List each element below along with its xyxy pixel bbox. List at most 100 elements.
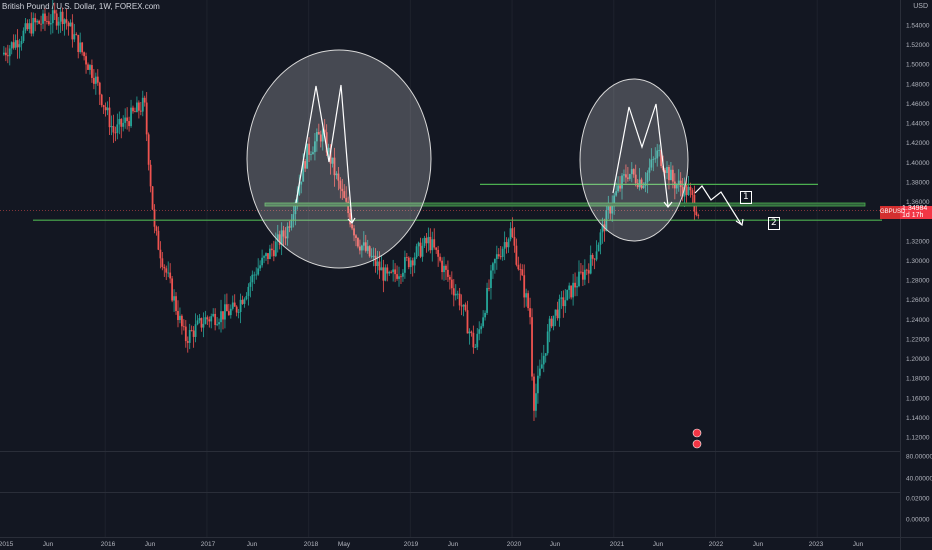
candle-body [292, 214, 295, 221]
candle-body [433, 239, 436, 248]
indicator-tick-label: 80.00000 [906, 454, 932, 461]
candle-body [216, 324, 219, 326]
candle-body [552, 315, 555, 327]
candle-body [370, 255, 373, 257]
x-tick-label: 2018 [304, 541, 319, 548]
candle-body [147, 134, 150, 165]
candle-body [143, 97, 146, 103]
candle-body [405, 257, 408, 258]
candle-body [243, 299, 246, 304]
candle-body [333, 157, 336, 176]
candle-body [69, 22, 72, 27]
candle-body [466, 310, 469, 334]
y-tick-label: 1.16000 [906, 395, 930, 402]
candle-body [617, 185, 619, 192]
candle-body [225, 304, 228, 312]
candle-body [192, 330, 195, 337]
candle-body [137, 102, 140, 111]
candle-body [570, 285, 573, 298]
candle-body [521, 269, 524, 276]
candle-body [331, 157, 334, 164]
candle-body [272, 250, 275, 257]
candle-body [666, 166, 668, 174]
candle-body [529, 308, 531, 318]
candle-body [562, 297, 565, 307]
candle-body [566, 289, 569, 301]
candle-body [124, 117, 127, 123]
candle-body [646, 172, 649, 183]
candle-body [626, 177, 629, 179]
candle-body [85, 56, 87, 65]
symbol-tag: GBPUSD [880, 206, 905, 219]
candle-body [153, 209, 156, 227]
candle-body [515, 245, 518, 265]
candle-body [695, 211, 698, 216]
x-tick-label: 2017 [201, 541, 216, 548]
candle-body [61, 11, 64, 25]
candle-body [325, 132, 328, 153]
candle-body [419, 242, 422, 257]
candle-body [229, 308, 232, 316]
candle-body [396, 274, 398, 279]
candle-body [628, 173, 631, 179]
candle-body [128, 121, 130, 127]
candle-body [495, 254, 498, 260]
candle-body [507, 239, 510, 248]
candle-body [554, 309, 557, 316]
candle-body [30, 23, 33, 34]
y-tick-label: 1.18000 [906, 376, 930, 383]
candle-body [49, 23, 52, 25]
candle-body [265, 253, 267, 257]
arrow-head-left [347, 217, 356, 224]
candle-body [298, 184, 301, 195]
candle-body [345, 197, 348, 202]
candle-body [339, 180, 342, 189]
candle-body [677, 180, 680, 185]
candle-body [478, 329, 481, 334]
candle-body [591, 254, 594, 259]
x-tick-label: Jun [145, 541, 156, 548]
candle-body [689, 186, 692, 191]
projected-path [694, 185, 742, 225]
x-tick-label: 2021 [610, 541, 625, 548]
indicator-tick-label: 0.00000 [906, 517, 930, 524]
candle-body [106, 107, 109, 111]
candle-body [94, 76, 97, 84]
candle-body [249, 282, 252, 287]
indicator-tick-label: 40.00000 [906, 476, 932, 483]
candle-body [441, 260, 443, 273]
x-tick-label: Jun [247, 541, 258, 548]
candle-body [263, 256, 265, 258]
candle-body [380, 267, 383, 271]
y-tick-label: 1.44000 [906, 121, 930, 128]
candle-body [63, 19, 66, 25]
candle-body [671, 169, 674, 182]
candle-body [75, 34, 78, 36]
candle-body [34, 17, 37, 23]
candle-body [488, 287, 490, 289]
candle-body [687, 186, 690, 195]
candle-body [102, 105, 105, 107]
candle-body [112, 126, 115, 133]
candle-body [384, 267, 387, 281]
candle-body [625, 174, 627, 178]
candle-body [437, 249, 440, 257]
candle-body [3, 52, 5, 55]
x-tick-label: Jun [853, 541, 864, 548]
candle-body [462, 304, 465, 307]
candle-body [413, 257, 416, 266]
candle-body [535, 393, 537, 411]
candle-body [18, 44, 21, 48]
candle-body [470, 331, 473, 333]
x-tick-label: May [338, 541, 351, 548]
candle-body [149, 164, 152, 187]
candle-body [118, 118, 121, 125]
candle-body [658, 150, 661, 151]
candle-body [46, 21, 48, 22]
current-price-tag: 1.34984 1d 17h [900, 205, 932, 219]
candle-body [581, 271, 584, 280]
candle-body [286, 226, 289, 239]
candle-body [349, 213, 352, 225]
candle-body [126, 117, 129, 122]
